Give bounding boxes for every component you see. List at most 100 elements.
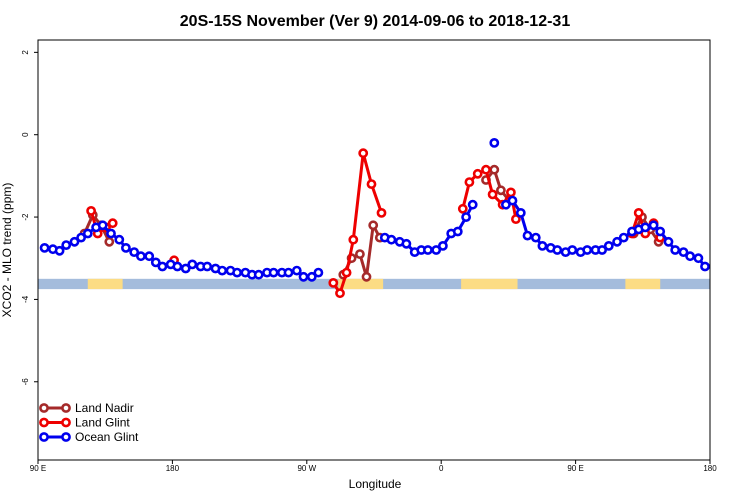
ocean-glint-point (76, 232, 86, 243)
land-nadir-line-3 (484, 168, 511, 202)
y-tick-label: -2 (21, 213, 30, 221)
ocean-glint-point (640, 222, 651, 233)
ocean-glint-point (291, 265, 302, 276)
ocean-glint-point (467, 199, 478, 210)
ocean-glint-point (82, 228, 93, 239)
legend-label-ocean-glint: Ocean Glint (75, 430, 139, 444)
land-glint-point (86, 205, 96, 216)
ocean-glint-point (500, 199, 511, 210)
land-nadir-point (354, 249, 365, 259)
ocean-glint-point (552, 245, 563, 255)
surface-band (38, 278, 710, 290)
ocean-glint-point (39, 242, 50, 253)
y-tick-label: -4 (21, 295, 30, 303)
ocean-glint-point (489, 137, 500, 148)
y-tick-label: -6 (21, 378, 30, 386)
ocean-glint-point (187, 259, 198, 270)
ocean-glint-point (567, 245, 578, 255)
ocean-glint-point (401, 238, 412, 249)
ocean-glint-point (461, 212, 471, 222)
series-group (39, 137, 710, 299)
ocean-glint-point (603, 240, 614, 251)
land-band-2 (338, 278, 384, 290)
land-band-4 (625, 278, 661, 290)
land-glint-point (464, 177, 475, 187)
land-nadir-point (361, 271, 372, 282)
legend-marker-ocean-glint (39, 432, 49, 442)
land-glint-point (511, 214, 521, 224)
land-glint-point (481, 164, 491, 175)
ocean-glint-point (515, 207, 526, 218)
ocean-glint-point (670, 245, 681, 255)
plot-frame (37, 39, 711, 461)
x-tick-label: 0 (439, 464, 444, 473)
ocean-glint-point (582, 245, 593, 255)
legend-marker-land-glint (39, 417, 49, 428)
land-band-3 (461, 278, 518, 290)
x-tick-label: 180 (703, 464, 717, 473)
x-axis: 90 E 180 90 W 0 90 E 180 (30, 460, 717, 473)
y-axis-label: XCO2 - MLO trend (ppm) (0, 183, 14, 318)
ocean-glint-point (180, 263, 191, 274)
land-glint-point (472, 168, 483, 179)
ocean-glint-point (655, 226, 666, 237)
land-glint-point (487, 189, 498, 200)
ocean-glint-point (97, 220, 108, 231)
ocean-glint-point (431, 245, 442, 255)
land-glint-point (633, 207, 644, 218)
ocean-glint-point (306, 271, 317, 282)
land-nadir-point (368, 220, 379, 231)
series-ocean-glint (39, 137, 710, 282)
ocean-glint-point (693, 253, 704, 264)
ocean-glint-point (202, 261, 213, 272)
land-glint-point (457, 203, 468, 214)
land-glint-point (348, 234, 359, 245)
ocean-glint-point (612, 236, 622, 247)
land-nadir-point (489, 164, 500, 175)
land-glint-point (366, 179, 377, 189)
chart-title: 20S-15S November (Ver 9) 2014-09-06 to 2… (180, 13, 571, 30)
ocean-glint-point (135, 251, 146, 262)
y-tick-label: 0 (21, 132, 30, 137)
ocean-glint-point (663, 236, 674, 247)
legend-marker-land-glint (61, 417, 71, 428)
legend-label-land-glint: Land Glint (75, 416, 130, 430)
ocean-glint-point (678, 247, 689, 257)
ocean-glint-point (298, 271, 309, 282)
land-glint-point (358, 148, 369, 159)
ocean-glint-point (157, 261, 168, 272)
ocean-glint-point (144, 251, 155, 262)
ocean-glint-point (268, 267, 279, 278)
ocean-glint-point (597, 245, 607, 255)
y-tick-label: 2 (21, 50, 30, 55)
ocean-glint-point (530, 232, 541, 243)
ocean-glint-point (172, 261, 183, 272)
ocean-glint-point (313, 267, 324, 278)
legend-marker-ocean-glint (61, 432, 71, 442)
land-glint-point (376, 207, 387, 218)
land-glint-point (107, 218, 118, 229)
land-glint-point (505, 187, 516, 198)
x-axis-label: Longitude (349, 477, 402, 491)
legend-marker-land-nadir (39, 403, 49, 413)
ocean-glint-point (150, 257, 161, 268)
land-nadir-point (495, 185, 506, 196)
land-glint-point (328, 277, 339, 288)
land-nadir-line-1 (83, 213, 111, 243)
ocean-glint-point (685, 251, 695, 262)
ocean-glint-point (618, 232, 629, 243)
ocean-glint-point (386, 234, 397, 245)
ocean-glint-point (54, 245, 65, 256)
ocean-glint-point (648, 220, 659, 231)
ocean-glint-point (129, 247, 140, 257)
legend-marker-land-nadir (61, 403, 71, 413)
ocean-glint-point (69, 236, 80, 247)
x-tick-label: 180 (166, 464, 180, 473)
x-tick-label: 90 E (30, 464, 46, 473)
x-tick-label: 90 W (297, 464, 316, 473)
ocean-glint-point (61, 240, 72, 250)
ocean-glint-point (507, 195, 518, 206)
ocean-glint-point (217, 265, 228, 276)
